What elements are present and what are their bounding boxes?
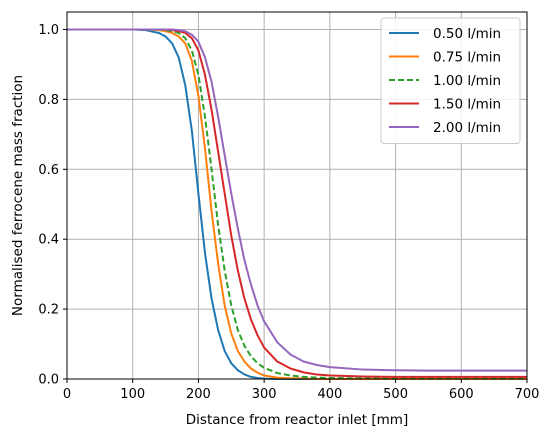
legend: 0.50 l/min 0.75 l/min 1.00 l/min 1.50 l/min… <box>380 17 521 144</box>
y-tick-label: 0.6 <box>38 163 59 178</box>
y-axis-ticks: 0.0 0.2 0.4 0.6 0.8 1.0 <box>38 23 67 388</box>
y-tick-label: 0.0 <box>38 373 59 388</box>
y-axis-label: Normalised ferrocene mass fraction <box>10 75 26 316</box>
y-tick-label: 1.0 <box>38 23 59 38</box>
y-tick-label: 0.8 <box>38 93 59 108</box>
x-tick-label: 300 <box>252 387 277 402</box>
x-tick-label: 0 <box>63 387 71 402</box>
x-tick-label: 500 <box>383 387 408 402</box>
legend-label: 0.75 l/min <box>433 50 501 66</box>
x-tick-label: 200 <box>186 387 211 402</box>
legend-label: 2.00 l/min <box>433 120 501 136</box>
x-tick-label: 400 <box>317 387 342 402</box>
legend-box <box>380 17 521 144</box>
legend-label: 1.50 l/min <box>433 97 501 113</box>
plot-frame <box>66 11 528 380</box>
x-tick-label: 600 <box>449 387 474 402</box>
x-axis-label: Distance from reactor inlet [mm] <box>186 412 408 428</box>
series-line <box>67 28 527 372</box>
x-axis-ticks: 0 100 200 300 400 500 600 700 <box>63 379 540 402</box>
y-tick-label: 0.2 <box>38 303 59 318</box>
y-tick-label: 0.4 <box>38 233 59 248</box>
x-tick-label: 700 <box>515 387 540 402</box>
x-tick-label: 100 <box>120 387 145 402</box>
legend-label: 0.50 l/min <box>433 26 501 42</box>
legend-label: 1.00 l/min <box>433 73 501 89</box>
